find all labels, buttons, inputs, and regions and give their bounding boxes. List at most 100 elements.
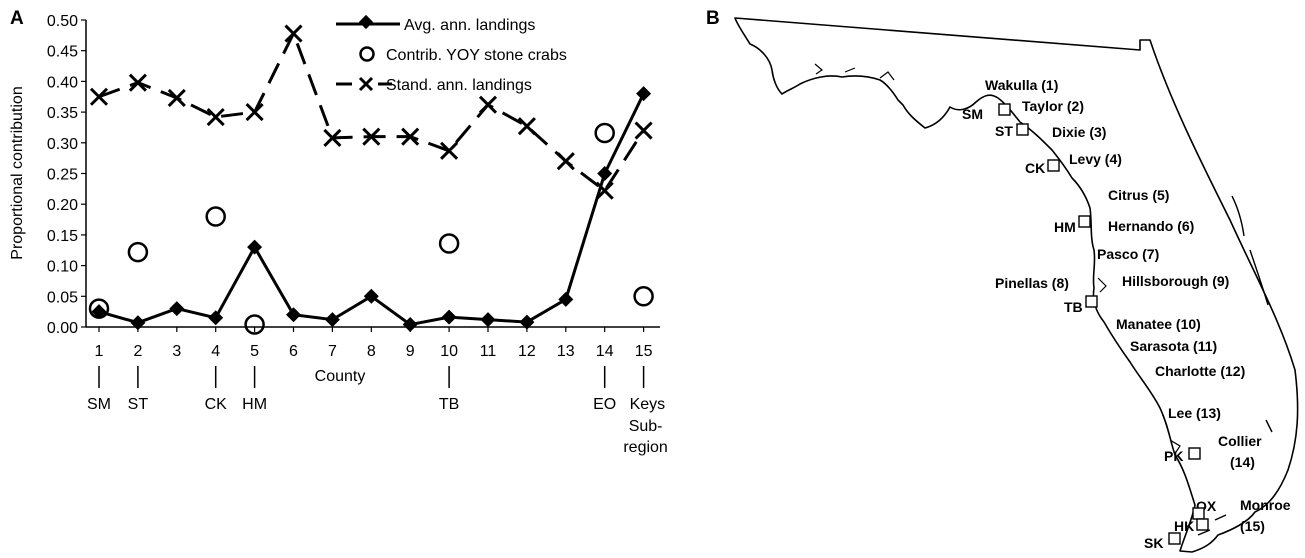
stand-x-marker xyxy=(517,117,536,136)
x-tick-label: 4 xyxy=(211,343,220,360)
circle-marker-icon xyxy=(359,46,375,62)
county-label: Taylor (2) xyxy=(1022,98,1084,114)
x-tick-label: 2 xyxy=(133,343,142,360)
county-label: Pasco (7) xyxy=(1097,246,1159,262)
avg-diamond-marker xyxy=(519,314,535,330)
avg-diamond-marker xyxy=(208,310,224,326)
legend-label-avg: Avg. ann. landings xyxy=(404,17,535,34)
county-label: Charlotte (12) xyxy=(1155,363,1245,379)
subregion-label: Keys xyxy=(630,396,666,413)
site-marker xyxy=(1192,507,1205,520)
x-tick-label: 15 xyxy=(635,343,653,360)
subregion-label: CK xyxy=(205,396,228,413)
coastal-islands xyxy=(1197,195,1273,536)
avg-diamond-marker xyxy=(363,288,379,304)
legend-label-stand: Stand. ann. landings xyxy=(386,77,532,94)
avg-diamond-marker xyxy=(286,307,301,323)
yoy-circle-marker xyxy=(88,298,110,319)
site-marker xyxy=(1196,518,1209,531)
subregion-label: HM xyxy=(242,396,267,413)
stand-x-marker xyxy=(128,73,147,92)
y-tick-label: 0.15 xyxy=(47,228,78,245)
site-marker xyxy=(1168,532,1181,545)
x-tick-label: 1 xyxy=(95,343,104,360)
avg-diamond-marker xyxy=(636,86,652,102)
county-label: Wakulla (1) xyxy=(985,77,1058,93)
avg-diamond-marker xyxy=(324,312,340,328)
yoy-circle-marker xyxy=(633,286,654,307)
stand-x-marker xyxy=(362,127,381,146)
county-label: Lee (13) xyxy=(1168,405,1221,421)
y-tick-label: 0.50 xyxy=(47,13,78,30)
site-label: SK xyxy=(1144,535,1163,551)
county-label: (14) xyxy=(1230,454,1255,470)
subregion-label: ST xyxy=(128,396,149,413)
x-tick-label: 12 xyxy=(518,343,536,360)
stand-x-marker xyxy=(478,95,498,114)
county-label: Hillsborough (9) xyxy=(1122,273,1229,289)
site-marker xyxy=(1078,215,1091,228)
panel-b-label: B xyxy=(706,8,720,29)
x-tick-label: 14 xyxy=(596,343,614,360)
legend-entry-stand: Stand. ann. landings xyxy=(336,76,532,94)
legend-label-yoy: Contrib. YOY stone crabs xyxy=(386,47,567,64)
legend: Avg. ann. landings Contrib. YOY stone cr… xyxy=(336,14,567,94)
panel-a-label: A xyxy=(10,8,24,29)
subregion-axis-title: region xyxy=(623,439,667,456)
site-label: PK xyxy=(1164,448,1183,464)
subregion-label: SM xyxy=(87,396,111,413)
county-label: Levy (4) xyxy=(1069,151,1122,167)
county-label: Citrus (5) xyxy=(1108,187,1169,203)
stand-x-marker xyxy=(595,181,614,200)
county-label: Monroe xyxy=(1240,497,1291,513)
yoy-circle-marker xyxy=(127,241,149,263)
florida-outline xyxy=(734,17,1299,553)
y-tick-label: 0.25 xyxy=(47,167,78,184)
y-tick-label: 0.00 xyxy=(47,320,78,337)
stand-x-marker xyxy=(323,128,342,147)
y-tick-label: 0.30 xyxy=(47,136,78,153)
stand-x-marker xyxy=(284,24,303,43)
avg-diamond-marker xyxy=(402,317,418,333)
coastal-detail xyxy=(814,63,1181,453)
avg-diamond-marker xyxy=(597,166,613,181)
y-tick-label: 0.10 xyxy=(47,259,78,276)
axes xyxy=(85,20,660,328)
site-label: TB xyxy=(1064,299,1083,315)
stand-x-marker xyxy=(401,127,420,146)
x-tick-label: 13 xyxy=(557,343,575,360)
county-label: Manatee (10) xyxy=(1116,316,1201,332)
legend-entry-avg: Avg. ann. landings xyxy=(336,14,535,34)
subregion-label: TB xyxy=(439,396,459,413)
x-axis-label: County xyxy=(315,368,366,385)
avg-diamond-marker xyxy=(480,312,496,328)
series-layer xyxy=(88,24,654,335)
y-tick-label: 0.35 xyxy=(47,105,78,122)
subregion-axis-title: Sub- xyxy=(629,418,663,435)
y-tick-label: 0.40 xyxy=(47,74,78,91)
y-tick-label: 0.20 xyxy=(47,197,78,214)
county-label: Dixie (3) xyxy=(1052,124,1106,140)
avg-diamond-marker xyxy=(441,309,457,325)
y-axis-label: Proportional contribution xyxy=(9,86,26,259)
site-marker xyxy=(1085,295,1098,308)
yoy-circle-marker xyxy=(438,233,460,254)
yoy-circle-marker xyxy=(205,206,226,227)
x-axis-ticks: 1 2 3 4 5 6 7 8 9 10 11 12 13 14 15 xyxy=(95,327,653,360)
x-tick-label: 9 xyxy=(406,343,415,360)
yoy-circle-marker xyxy=(594,122,615,144)
site-marker xyxy=(998,103,1011,116)
diamond-marker-icon xyxy=(358,14,374,30)
county-label: Collier xyxy=(1218,433,1262,449)
stand-x-marker xyxy=(440,141,459,160)
x-tick-label: 7 xyxy=(328,343,337,360)
x-tick-label: 5 xyxy=(250,343,259,360)
stand-x-marker xyxy=(167,88,186,108)
avg-diamond-marker xyxy=(558,291,574,307)
stand-x-marker xyxy=(89,87,109,106)
stand-x-marker xyxy=(206,107,225,127)
site-marker xyxy=(1047,159,1060,172)
x-tick-label: 3 xyxy=(172,343,181,360)
